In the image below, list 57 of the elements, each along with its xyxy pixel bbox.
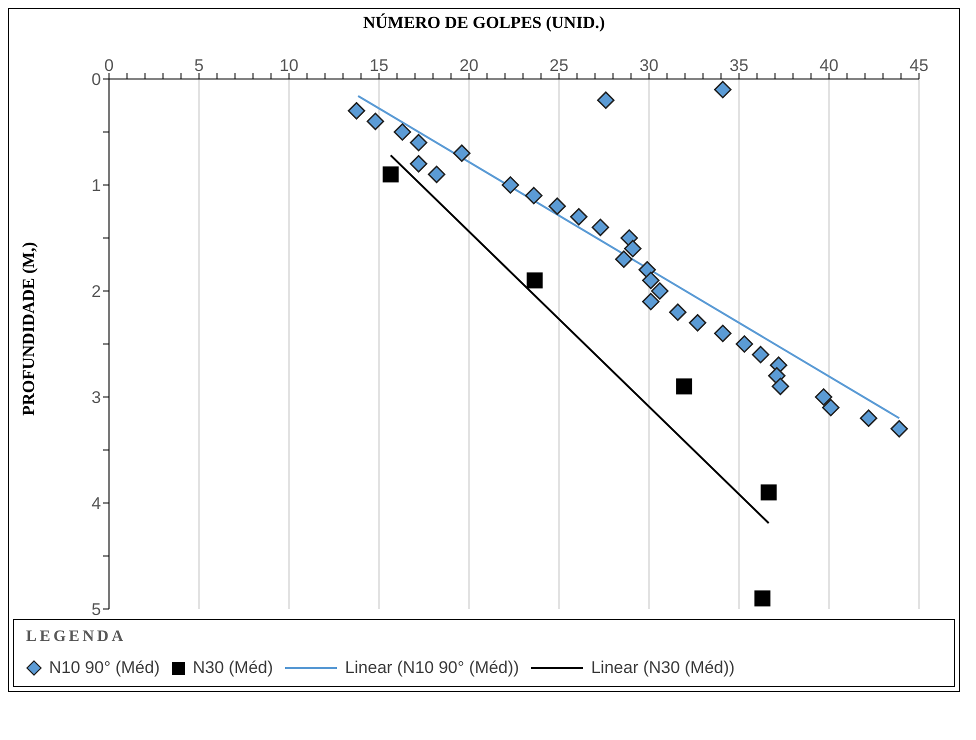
y-axis-title: PROFUNDIDADE (M,) bbox=[19, 242, 39, 416]
point bbox=[410, 155, 428, 173]
legend-label: Linear (N30 (Méd)) bbox=[591, 658, 735, 678]
legend-label: N30 (Méd) bbox=[192, 658, 274, 678]
point bbox=[642, 292, 660, 310]
point bbox=[592, 218, 610, 236]
point bbox=[366, 112, 384, 130]
y-tick-label: 5 bbox=[92, 600, 101, 620]
x-axis-title: NÚMERO DE GOLPES (UNID.) bbox=[362, 13, 606, 33]
x-tick-label: 0 bbox=[104, 56, 114, 75]
point bbox=[394, 123, 412, 141]
y-tick-label: 2 bbox=[92, 282, 101, 302]
x-tick-label: 20 bbox=[460, 56, 478, 75]
point bbox=[428, 166, 446, 184]
point bbox=[860, 409, 878, 427]
point bbox=[752, 346, 770, 364]
x-tick-label: 35 bbox=[730, 56, 748, 75]
point bbox=[714, 80, 732, 98]
x-tick-label: 45 bbox=[910, 56, 928, 75]
x-tick-label: 40 bbox=[820, 56, 838, 75]
point bbox=[714, 324, 732, 342]
point bbox=[597, 91, 615, 109]
point bbox=[688, 314, 706, 332]
point bbox=[624, 240, 642, 258]
x-tick-label: 25 bbox=[550, 56, 568, 75]
y-tick-label: 1 bbox=[92, 176, 101, 196]
legend-label: N10 90° (Méd) bbox=[49, 658, 160, 678]
point bbox=[348, 102, 366, 120]
point bbox=[382, 166, 399, 182]
point bbox=[642, 272, 660, 290]
point bbox=[822, 398, 840, 416]
point bbox=[615, 250, 633, 268]
y-tick-label: 4 bbox=[92, 494, 101, 514]
point bbox=[754, 590, 770, 606]
point bbox=[772, 378, 790, 396]
point bbox=[453, 144, 471, 162]
legend-title: LEGENDA bbox=[26, 628, 128, 646]
point bbox=[814, 388, 832, 406]
point bbox=[526, 272, 543, 288]
point bbox=[760, 484, 777, 500]
x-tick-label: 5 bbox=[194, 56, 204, 75]
point bbox=[669, 303, 687, 321]
x-tick-label: 15 bbox=[370, 56, 388, 75]
x-tick-label: 10 bbox=[280, 56, 298, 75]
legend-label: Linear (N10 90° (Méd)) bbox=[345, 658, 520, 678]
point bbox=[525, 186, 543, 204]
point bbox=[410, 134, 428, 152]
point bbox=[890, 420, 908, 438]
point bbox=[651, 282, 669, 300]
point bbox=[676, 378, 692, 394]
y-tick-label: 3 bbox=[92, 388, 101, 408]
x-tick-label: 30 bbox=[640, 56, 658, 75]
y-tick-label: 0 bbox=[92, 70, 101, 90]
point bbox=[502, 176, 520, 194]
point bbox=[736, 335, 754, 353]
point bbox=[570, 208, 588, 226]
point bbox=[548, 197, 566, 215]
